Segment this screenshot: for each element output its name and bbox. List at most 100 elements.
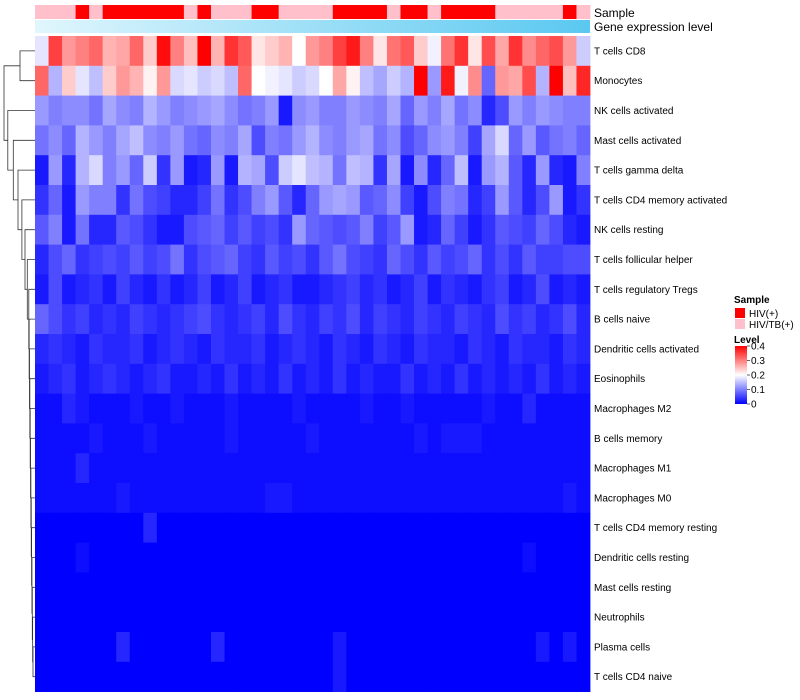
heatmap-cell — [156, 542, 171, 573]
heatmap-cell — [427, 542, 442, 573]
heatmap-cell — [562, 244, 577, 275]
heatmap-cell — [562, 572, 577, 603]
heatmap-cell — [549, 244, 564, 275]
heatmap-cell — [292, 453, 307, 484]
heatmap-cell — [549, 155, 564, 186]
heatmap-cell — [210, 363, 225, 394]
heatmap-cell — [319, 95, 334, 126]
heatmap-cell — [386, 274, 401, 305]
heatmap-cell — [414, 95, 428, 126]
heatmap-cell — [468, 423, 483, 454]
heatmap-cell — [535, 185, 550, 216]
heatmap-cell — [305, 304, 320, 335]
heatmap-cell — [48, 244, 63, 275]
heatmap-cell — [116, 244, 131, 275]
sample-annotation-cell — [508, 5, 523, 19]
heatmap-cell — [170, 542, 185, 573]
heatmap-cell — [102, 602, 117, 633]
heatmap-cell — [305, 125, 320, 156]
heatmap-cell — [454, 632, 469, 663]
heatmap-cell — [562, 214, 577, 245]
heatmap-cell — [143, 125, 158, 156]
heatmap-cell — [183, 393, 198, 424]
heatmap-cell — [373, 632, 388, 663]
heatmap-cell — [359, 95, 374, 126]
heatmap-cell — [197, 363, 212, 394]
heatmap-cell — [414, 602, 428, 633]
heatmap-cell — [35, 65, 49, 96]
heatmap-cell — [183, 155, 198, 186]
heatmap-cell — [238, 542, 252, 573]
heatmap-cell — [251, 602, 266, 633]
heatmap-cell — [562, 95, 577, 126]
heatmap-cell — [116, 334, 131, 365]
heatmap-cell — [373, 214, 388, 245]
heatmap-cell — [35, 214, 49, 245]
heatmap-cell — [576, 453, 591, 484]
heatmap-cell — [89, 334, 104, 365]
heatmap-cell — [414, 512, 428, 543]
heatmap-cell — [183, 632, 198, 663]
heatmap-cell — [305, 95, 320, 126]
heatmap-cell — [468, 334, 483, 365]
heatmap-cell — [305, 185, 320, 216]
sample-annotation-cell — [197, 5, 212, 19]
heatmap-cell — [183, 36, 198, 67]
heatmap-cell — [292, 155, 307, 186]
heatmap-cell — [576, 334, 591, 365]
heatmap-cell — [481, 453, 496, 484]
heatmap-cell — [535, 453, 550, 484]
sample-annotation-cell — [495, 5, 510, 19]
level-tick-label: 0 — [751, 400, 757, 411]
sample-annotation-cell — [454, 5, 469, 19]
heatmap-cell — [75, 244, 90, 275]
heatmap-cell — [305, 36, 320, 67]
heatmap-cell — [238, 334, 252, 365]
heatmap-cell — [441, 483, 456, 514]
heatmap-cell — [278, 512, 293, 543]
heatmap-cell — [522, 423, 537, 454]
heatmap-cell — [75, 512, 90, 543]
heatmap-cell — [48, 304, 63, 335]
heatmap-cell — [170, 483, 185, 514]
heatmap-cell — [386, 423, 401, 454]
heatmap-cell — [35, 244, 49, 275]
heatmap-cell — [116, 214, 131, 245]
heatmap-cell — [48, 363, 63, 394]
heatmap-cell — [522, 661, 537, 692]
heatmap-cell — [129, 155, 144, 186]
heatmap-cell — [400, 65, 415, 96]
heatmap-cell — [359, 36, 374, 67]
heatmap-cell — [48, 274, 63, 305]
row-dendrogram — [3, 50, 35, 678]
row-label: Mast cells resting — [594, 583, 671, 594]
heatmap-cell — [427, 125, 442, 156]
heatmap-cell — [116, 632, 131, 663]
heatmap-cell — [576, 512, 591, 543]
row-label: T cells CD8 — [594, 46, 646, 57]
heatmap-cell — [373, 334, 388, 365]
heatmap-cell — [441, 155, 456, 186]
heatmap-cell — [535, 632, 550, 663]
heatmap-cell — [427, 95, 442, 126]
heatmap-cell — [481, 602, 496, 633]
heatmap-cell — [400, 512, 415, 543]
heatmap-cell — [495, 185, 510, 216]
heatmap-cell — [441, 542, 456, 573]
heatmap-cell — [319, 512, 334, 543]
row-label: T cells CD4 memory resting — [594, 523, 717, 534]
heatmap-cell — [454, 214, 469, 245]
heatmap-cell — [89, 393, 104, 424]
heatmap-cell — [495, 36, 510, 67]
heatmap-cell — [508, 185, 523, 216]
heatmap-cell — [346, 483, 361, 514]
heatmap-cell — [129, 363, 144, 394]
heatmap-cell — [400, 363, 415, 394]
heatmap-cell — [48, 483, 63, 514]
heatmap-cell — [441, 36, 456, 67]
heatmap-cell — [468, 125, 483, 156]
heatmap-cell — [481, 125, 496, 156]
heatmap-cell — [386, 95, 401, 126]
heatmap-cell — [576, 185, 591, 216]
